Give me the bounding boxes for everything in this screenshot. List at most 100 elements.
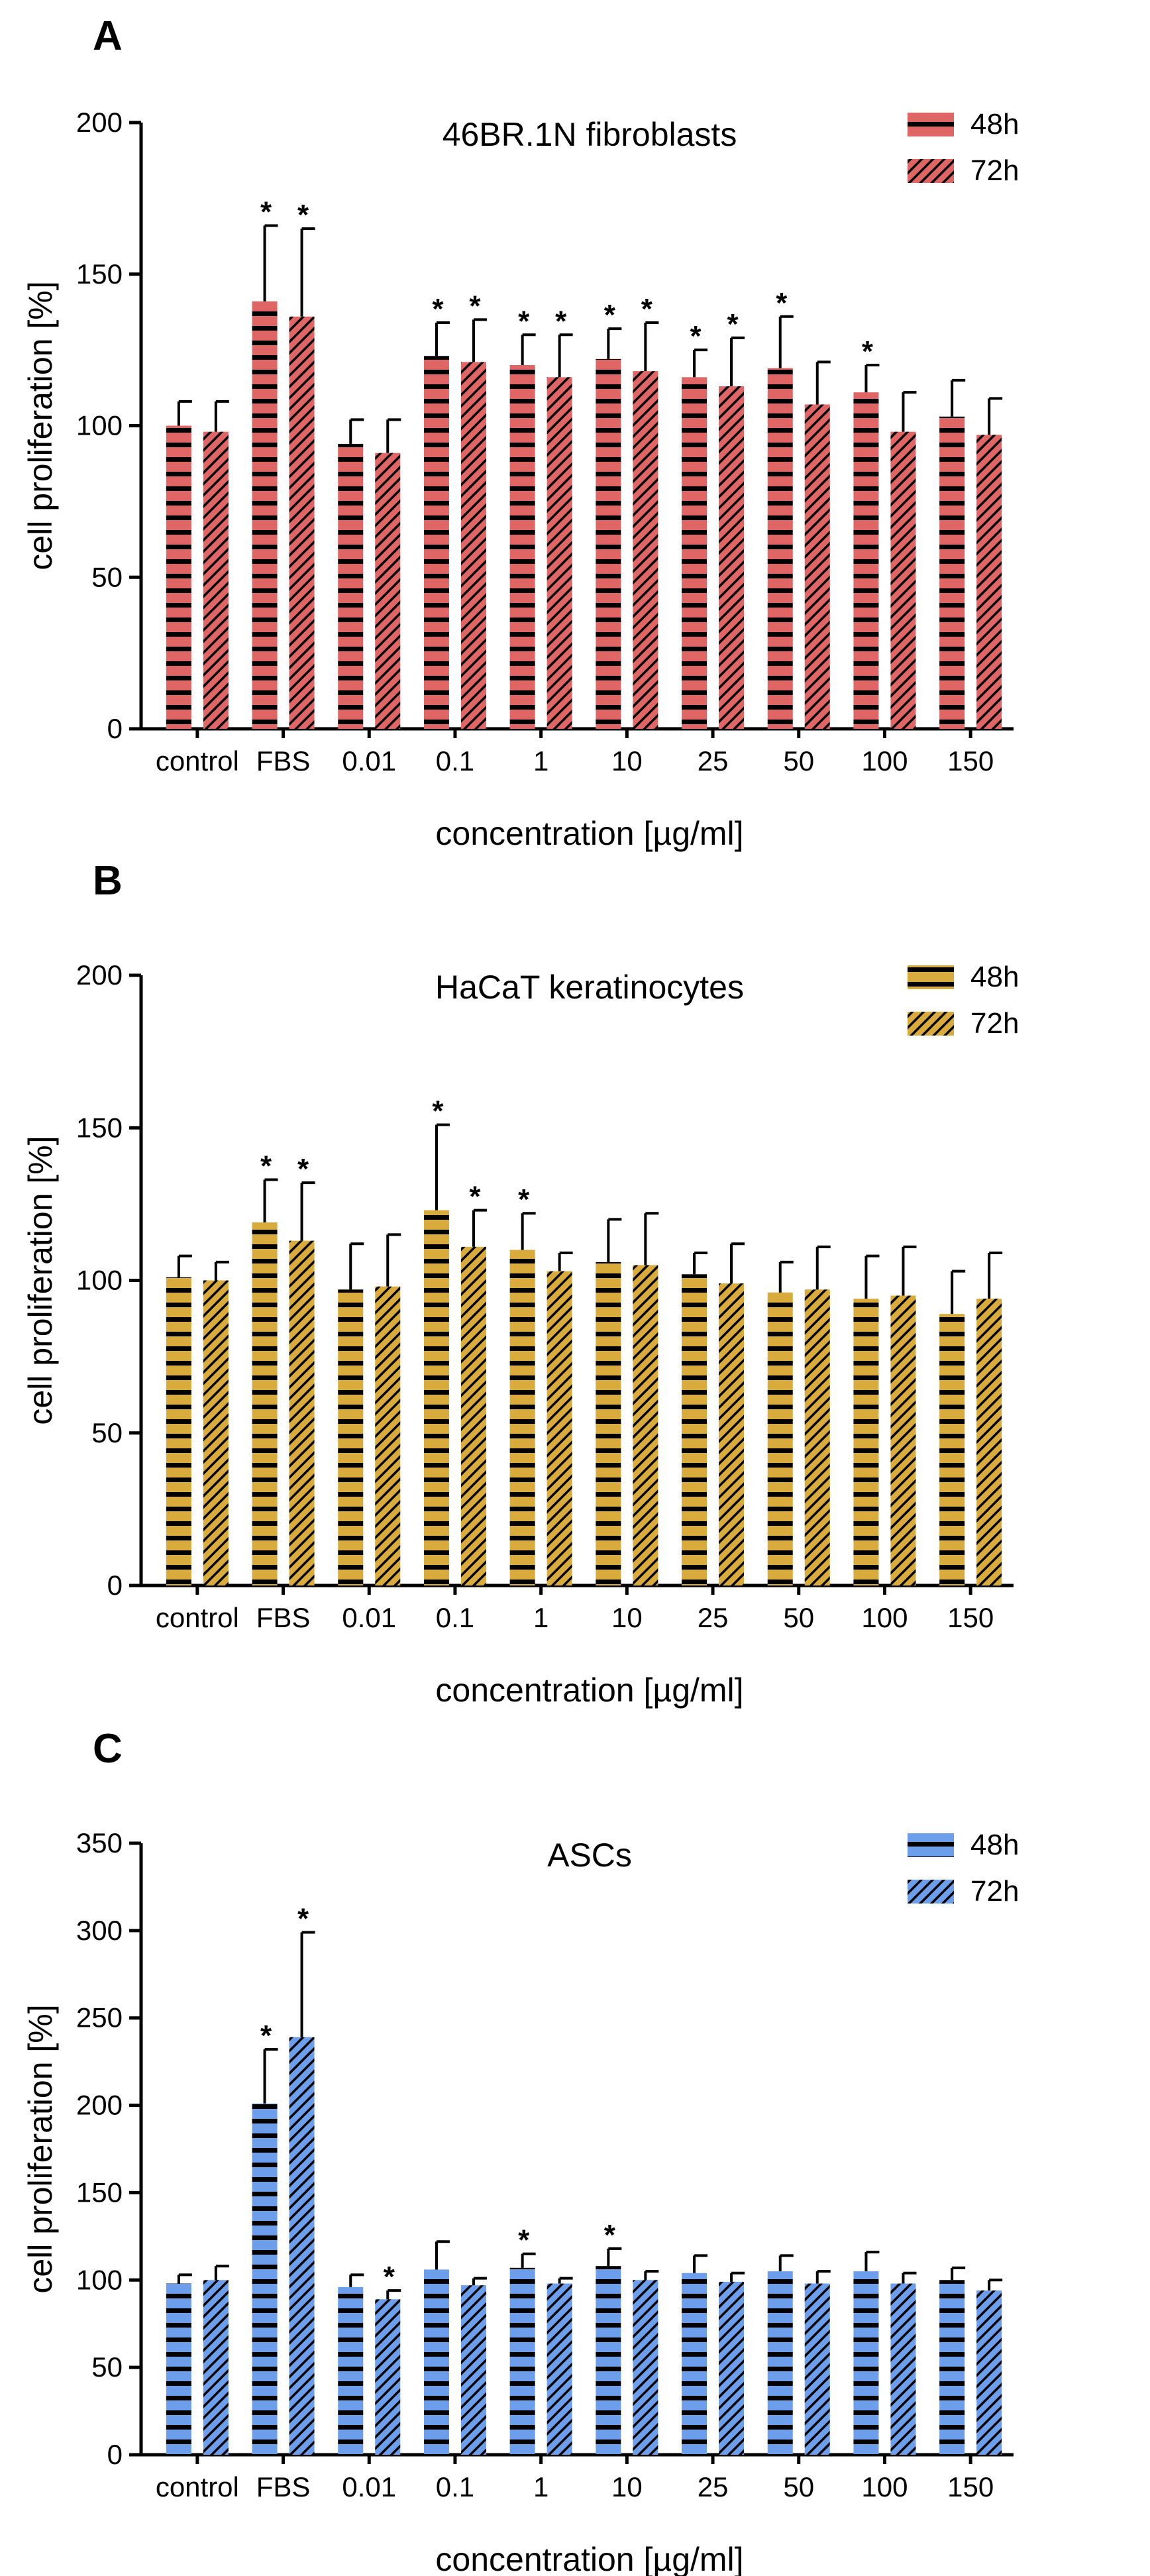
bar-72h-25	[719, 386, 745, 729]
x-tick-label: FBS	[256, 1602, 311, 1633]
bar-72h-25	[719, 2281, 745, 2455]
legend-swatch-48h	[908, 1833, 954, 1857]
y-tick-label: 150	[76, 1112, 123, 1143]
bar-72h-100	[890, 1295, 916, 1585]
bar-72h-FBS	[289, 316, 315, 729]
significance-star: *	[862, 335, 874, 368]
legend-label-48h: 48h	[970, 961, 1019, 993]
x-tick-label: 1	[533, 745, 549, 777]
bar-48h-25	[682, 1274, 707, 1585]
bar-48h-control	[166, 425, 191, 729]
legend-label-72h: 72h	[970, 154, 1019, 187]
significance-star: *	[690, 320, 702, 352]
x-tick-label: control	[156, 745, 239, 777]
significance-star: *	[518, 1183, 530, 1216]
x-tick-label: FBS	[256, 745, 311, 777]
bar-48h-25	[682, 2273, 707, 2455]
significance-star: *	[604, 2219, 616, 2251]
significance-star: *	[469, 290, 481, 322]
bar-72h-1	[547, 1271, 572, 1585]
bar-48h-0.01	[338, 1289, 364, 1585]
y-tick-label: 250	[76, 2002, 123, 2033]
significance-star: *	[260, 2019, 272, 2052]
bar-72h-50	[804, 2283, 830, 2455]
significance-star: *	[604, 299, 616, 331]
significance-star: *	[727, 308, 739, 341]
y-tick-label: 200	[76, 107, 123, 138]
bar-72h-150	[976, 435, 1002, 729]
significance-star: *	[297, 1902, 309, 1935]
x-tick-label: 100	[861, 745, 908, 777]
bar-72h-FBS	[289, 2037, 315, 2455]
significance-star: *	[469, 1181, 481, 1213]
bar-48h-50	[767, 2271, 793, 2455]
y-tick-label: 0	[107, 2439, 123, 2470]
panel-letter: C	[93, 1726, 123, 1772]
bar-48h-0.01	[338, 443, 364, 729]
x-tick-label: 0.1	[436, 745, 474, 777]
significance-star: *	[384, 2261, 395, 2293]
x-tick-label: 0.01	[342, 745, 396, 777]
bar-48h-25	[682, 377, 707, 729]
bar-48h-10	[596, 358, 621, 729]
legend-swatch-48h	[908, 965, 954, 989]
bar-48h-10	[596, 1261, 621, 1585]
bar-72h-0.01	[375, 2299, 401, 2455]
bar-72h-10	[633, 2280, 658, 2455]
bar-72h-10	[633, 371, 658, 729]
bar-72h-50	[804, 404, 830, 729]
significance-star: *	[432, 1095, 444, 1128]
x-tick-label: control	[156, 1602, 239, 1633]
x-tick-label: 1	[533, 1602, 549, 1633]
bar-48h-50	[767, 1292, 793, 1585]
x-axis-label: concentration [µg/ml]	[435, 2541, 743, 2576]
bar-48h-50	[767, 368, 793, 729]
x-tick-label: 100	[861, 1602, 908, 1633]
bar-48h-100	[853, 1299, 879, 1585]
significance-star: *	[260, 196, 272, 229]
bar-48h-0.01	[338, 2286, 364, 2455]
bar-48h-FBS	[252, 301, 278, 729]
bar-72h-150	[976, 1299, 1002, 1585]
x-tick-label: FBS	[256, 2471, 311, 2502]
x-tick-label: 10	[611, 745, 643, 777]
y-tick-label: 0	[107, 713, 123, 744]
chart-title: HaCaT keratinocytes	[435, 969, 744, 1006]
bar-48h-FBS	[252, 2103, 278, 2455]
x-tick-label: 10	[611, 2471, 643, 2502]
bar-48h-150	[939, 416, 965, 729]
bar-72h-FBS	[289, 1240, 315, 1585]
x-tick-label: 25	[698, 1602, 729, 1633]
x-axis-label: concentration [µg/ml]	[435, 815, 743, 852]
y-tick-label: 0	[107, 1570, 123, 1601]
y-tick-label: 100	[76, 2264, 123, 2295]
x-tick-label: 50	[783, 2471, 814, 2502]
bar-72h-0.01	[375, 453, 401, 729]
bar-72h-100	[890, 431, 916, 729]
bar-72h-1	[547, 2283, 572, 2455]
bar-48h-1	[509, 1250, 535, 1585]
chart-title: 46BR.1N fibroblasts	[443, 116, 737, 153]
bar-72h-100	[890, 2283, 916, 2455]
legend-swatch-72h	[908, 159, 954, 183]
bar-48h-1	[509, 365, 535, 729]
significance-star: *	[641, 293, 653, 325]
significance-star: *	[432, 293, 444, 325]
bar-72h-0.1	[460, 362, 486, 729]
x-tick-label: 150	[947, 1602, 994, 1633]
significance-star: *	[297, 199, 309, 231]
bar-72h-10	[633, 1265, 658, 1585]
bar-48h-150	[939, 1314, 965, 1585]
y-axis-label: cell proliferation [%]	[22, 2004, 59, 2293]
legend-label-48h: 48h	[970, 108, 1019, 140]
bar-48h-150	[939, 2280, 965, 2455]
y-tick-label: 150	[76, 258, 123, 290]
x-tick-label: 50	[783, 1602, 814, 1633]
legend-label-72h: 72h	[970, 1875, 1019, 1907]
legend-swatch-48h	[908, 113, 954, 136]
